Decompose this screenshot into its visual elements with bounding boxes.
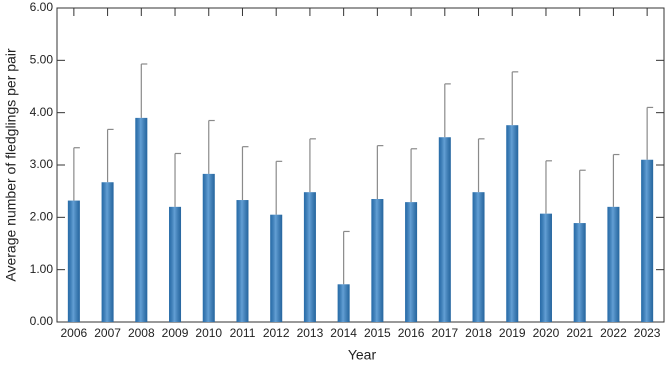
x-tick-label: 2019 [499, 326, 526, 340]
x-tick-label: 2009 [162, 326, 189, 340]
x-tick-label: 2012 [263, 326, 290, 340]
bar-shade [169, 206, 182, 322]
x-tick-label: 2008 [128, 326, 155, 340]
x-axis-title: Year [348, 347, 377, 363]
x-tick-label: 2014 [330, 326, 357, 340]
y-tick-label: 0.00 [30, 314, 54, 328]
x-tick-label: 2015 [364, 326, 391, 340]
bar-shade [641, 159, 654, 322]
plot-frame [56, 7, 665, 323]
x-tick-label: 2021 [566, 326, 593, 340]
bar-shade [337, 284, 350, 322]
bar-shade [539, 213, 552, 322]
bar-shade [405, 202, 418, 322]
x-tick-label: 2023 [634, 326, 661, 340]
bar-shade [202, 173, 215, 322]
x-tick-label: 2010 [195, 326, 222, 340]
y-tick-label: 4.00 [30, 105, 54, 119]
y-tick-label: 2.00 [30, 210, 54, 224]
bar-shade [506, 125, 519, 322]
x-tick-label: 2018 [465, 326, 492, 340]
x-tick-label: 2016 [398, 326, 425, 340]
x-tick-label: 2007 [94, 326, 121, 340]
bar-shade [135, 117, 148, 323]
y-tick-label: 1.00 [30, 262, 54, 276]
bar-shade [101, 182, 114, 322]
bar-shade [573, 223, 586, 322]
bar-shade [303, 192, 316, 322]
y-tick-label: 5.00 [30, 53, 54, 67]
x-tick-label: 2022 [600, 326, 627, 340]
x-tick-label: 2020 [533, 326, 560, 340]
bar-shade [236, 200, 249, 322]
x-tick-label: 2013 [297, 326, 324, 340]
bar-shade [371, 199, 384, 322]
y-axis-title: Average number of fledglings per pair [3, 48, 19, 282]
y-tick-label: 3.00 [30, 157, 54, 171]
x-tick-label: 2006 [61, 326, 88, 340]
x-tick-label: 2017 [431, 326, 458, 340]
bar-shade [438, 137, 451, 322]
bar-shade [67, 200, 80, 322]
bar-shade [607, 206, 620, 322]
x-tick-label: 2011 [230, 326, 256, 340]
bar-shade [270, 214, 283, 322]
y-tick-label: 6.00 [30, 0, 54, 14]
bar-shade [472, 192, 485, 322]
